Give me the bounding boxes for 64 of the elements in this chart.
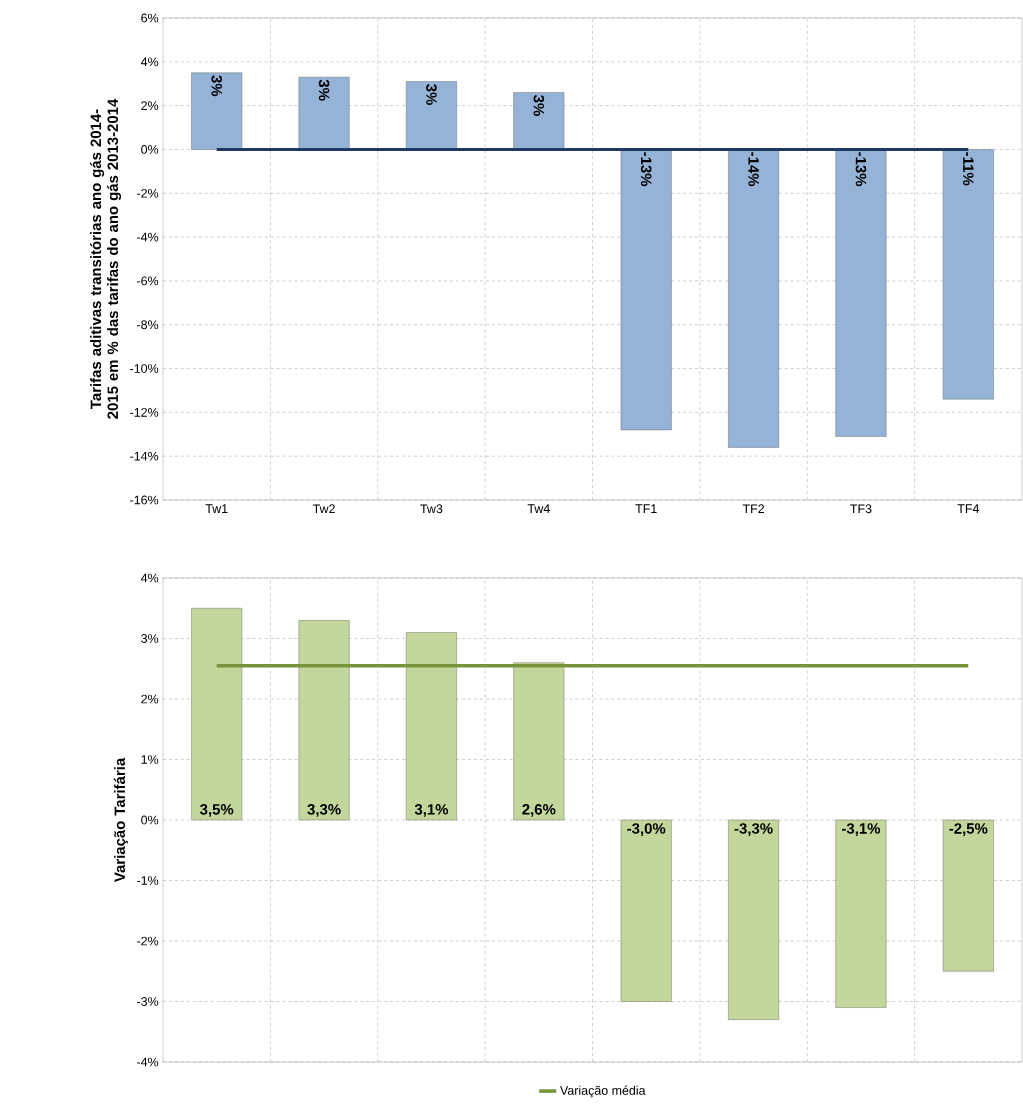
data-label: -3,3% xyxy=(734,823,773,836)
data-label: 3% xyxy=(533,95,545,116)
data-label: 3,3% xyxy=(307,804,341,817)
y-tick-label: -2% xyxy=(137,188,159,198)
y-tick-label: -6% xyxy=(137,276,159,286)
bar xyxy=(728,819,779,1020)
bar xyxy=(728,149,779,448)
bar xyxy=(513,92,565,150)
y-tick-label: -10% xyxy=(130,364,159,373)
x-tick-label: TF4 xyxy=(957,504,980,513)
y-tick-label: -2% xyxy=(137,936,159,946)
y-axis-title: Variação Tarifária xyxy=(113,757,128,883)
bar xyxy=(191,72,243,150)
bar xyxy=(620,819,672,1002)
y-tick-label: 4% xyxy=(140,57,159,67)
y-tick-label: -12% xyxy=(130,407,159,417)
data-label: 3% xyxy=(211,75,222,97)
y-tick-label: -1% xyxy=(137,876,159,885)
bar xyxy=(406,81,457,150)
bar xyxy=(620,149,672,431)
y-tick-label: 3% xyxy=(141,634,159,643)
data-label: -2,5% xyxy=(949,823,988,836)
x-tick-label: TF3 xyxy=(850,504,872,514)
y-tick-label: -4% xyxy=(137,1057,159,1067)
data-label: -14% xyxy=(748,152,759,187)
data-label: 3% xyxy=(318,79,330,101)
bar xyxy=(835,819,887,1008)
x-tick-label: TF2 xyxy=(742,504,765,514)
x-tick-label: Tw3 xyxy=(420,504,443,514)
y-tick-label: -14% xyxy=(130,451,159,461)
bar xyxy=(942,149,994,400)
data-label: 3% xyxy=(426,84,437,105)
data-label: -11% xyxy=(963,152,974,186)
x-tick-label: Tw4 xyxy=(527,504,550,513)
data-label: -3,0% xyxy=(627,823,666,836)
y-tick-label: 4% xyxy=(140,573,159,583)
legend-label: Variação média xyxy=(560,1085,646,1098)
data-label: 3,5% xyxy=(200,804,234,817)
bar xyxy=(298,76,350,150)
y-tick-label: -8% xyxy=(137,320,159,330)
bar xyxy=(942,819,994,972)
y-tick-label: 2% xyxy=(141,694,159,704)
x-tick-label: Tw2 xyxy=(312,504,335,514)
y-tick-label: 2% xyxy=(141,101,159,111)
y-axis-title: Tarifas aditivas transitórias ano gás 2014-2015 em % das tarifas do ano gás 2013-2014 xyxy=(90,98,122,419)
bar xyxy=(513,662,565,821)
y-tick-label: -3% xyxy=(137,997,159,1006)
y-tick-label: -4% xyxy=(137,232,159,242)
data-label: -13% xyxy=(855,152,867,187)
data-label: -3,1% xyxy=(842,823,881,836)
y-tick-label: 6% xyxy=(141,13,159,23)
bar xyxy=(191,608,243,821)
y-tick-label: -16% xyxy=(130,495,159,505)
x-tick-label: Tw1 xyxy=(205,504,228,513)
bar xyxy=(835,149,887,437)
data-label: 2,6% xyxy=(522,804,556,817)
x-tick-label: TF1 xyxy=(635,504,657,513)
data-label: -13% xyxy=(640,152,652,187)
data-label: 3,1% xyxy=(414,804,449,817)
y-tick-label: 1% xyxy=(141,755,159,764)
bar xyxy=(406,632,457,821)
bar xyxy=(298,620,350,821)
y-tick-label: 0% xyxy=(141,815,159,825)
y-tick-label: 0% xyxy=(141,145,159,154)
